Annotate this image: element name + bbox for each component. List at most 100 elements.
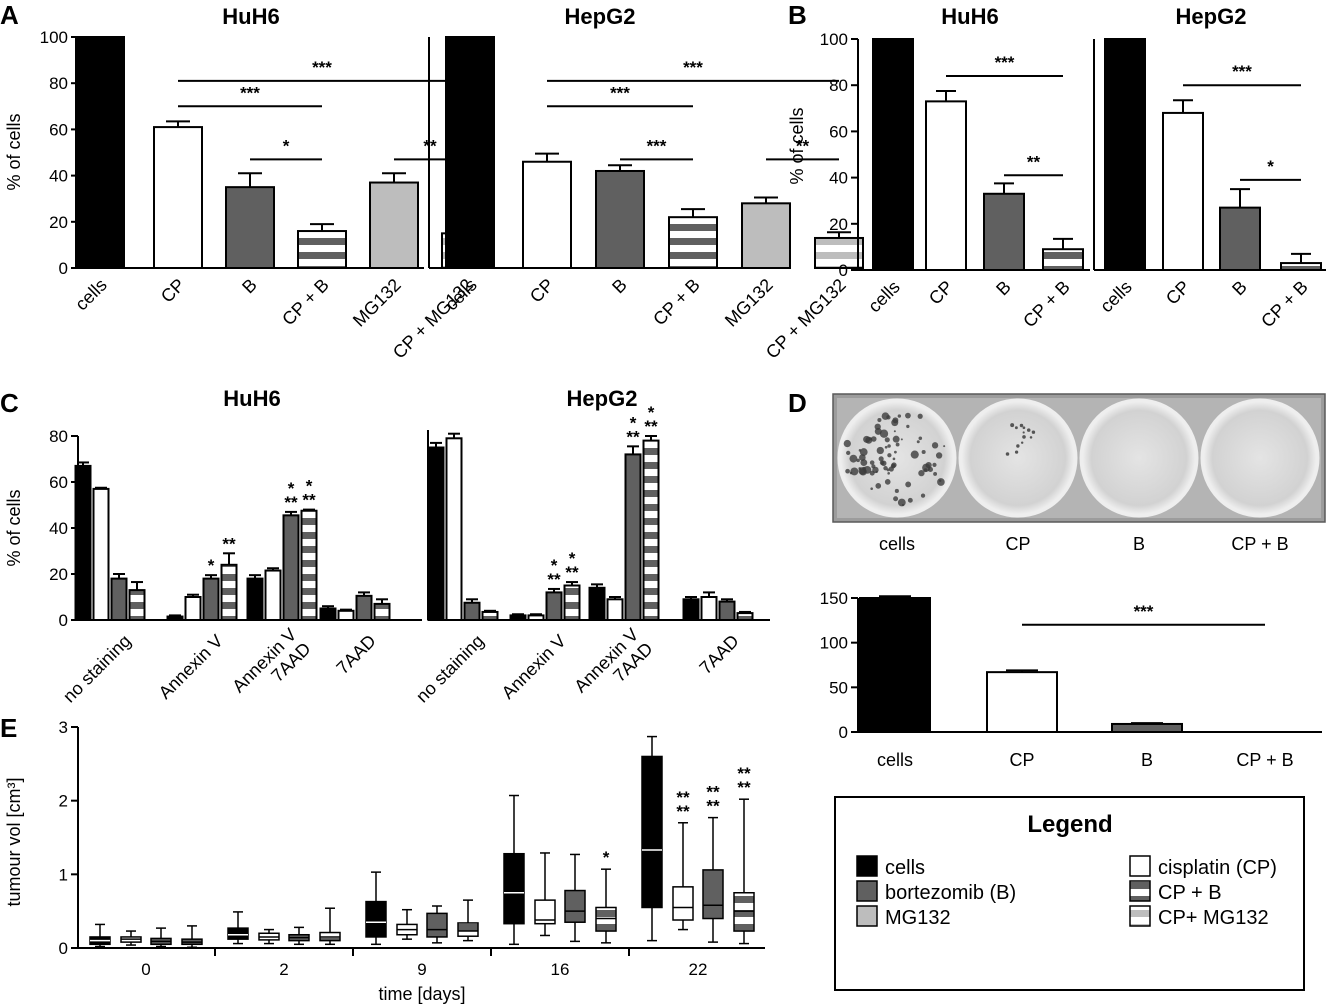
panel-e-box-4-2: [702, 816, 724, 943]
colony-dot: [906, 424, 910, 429]
panel-a-huh6-significance-0-label: ***: [312, 58, 332, 77]
panel-c-hepg2-bar-3-2: [718, 600, 736, 621]
colony-dot: [907, 497, 913, 503]
plate-label-0: cells: [879, 534, 915, 554]
colony-dot: [880, 460, 887, 467]
panel-c-huh6-bar-2-2: [282, 514, 300, 621]
panel-c-huh6-errorbar-1-1: [187, 593, 199, 597]
panel-c-huh6-bar-1-3: [220, 563, 238, 621]
panel-c-huh6-errorbar-2-0: [249, 574, 261, 579]
panel-e-star-4-1: **: [676, 802, 690, 821]
panel-a-hepg2-errorbar-2: [608, 164, 632, 171]
colony-dot: [893, 430, 896, 433]
panel-c-huh6-errorbar-0-3: [131, 581, 143, 591]
panel-c-huh6-bar-3-3: [373, 602, 391, 622]
panel-e-y-tick-label: 2: [59, 792, 68, 811]
panel-a-hepg2-errorbar-4: [754, 196, 778, 204]
colony-dot: [937, 478, 945, 486]
colony-dot: [921, 449, 926, 455]
panel-letter-c: C: [0, 388, 19, 418]
panel-c-hepg2-bar-3-0: [682, 598, 700, 621]
panel-d-bar-1: [986, 671, 1058, 733]
colony-dot: [1005, 452, 1010, 456]
colony-dot: [1016, 444, 1020, 448]
panel-c-y-tick-label: 40: [49, 519, 68, 538]
panel-b-huh6-x-label-3: CP + B: [1019, 277, 1074, 332]
colony-dot: [858, 449, 862, 452]
colony-dot: [892, 435, 900, 443]
panel-c-hepg2-x-label-0: no staining: [412, 631, 488, 707]
panel-e-box-3-3: [595, 868, 617, 944]
panel-c-huh6-errorbar-1-3: [223, 552, 235, 565]
panel-c-huh6-bar-1-2: [202, 577, 220, 621]
panel-c-huh6-errorbar-2-1: [267, 567, 279, 571]
panel-a-y-tick-label: 0: [59, 259, 68, 278]
panel-b-hepg2-bar-2: [1219, 206, 1261, 272]
panel-d-y-tick-label: 50: [829, 678, 848, 697]
legend-label-0: cells: [885, 857, 925, 879]
panel-e-box-1-0: [227, 911, 249, 945]
panel-a-hepg2-bar-3: [668, 216, 718, 269]
panel-e-box-4-3: [733, 798, 755, 945]
panel-b-hepg2-significance-1-label: *: [1267, 157, 1274, 176]
panel-b-huh6-significance-1-label: **: [1027, 152, 1041, 171]
panel-b-huh6-bar-1: [925, 100, 967, 272]
panel-c-hepg2-bar-2-0: [588, 586, 606, 621]
panel-e-box-body: [672, 886, 694, 921]
panel-c-huh6-bar-0-0: [74, 464, 92, 621]
panel-d-errorbar-2: [1131, 722, 1163, 725]
colony-dot: [943, 445, 946, 448]
panel-a-y-label: % of cells: [4, 113, 24, 190]
panel-c-huh6-errorbar-3-2: [358, 591, 370, 596]
panel-c-hepg2-bar-2-3: [642, 439, 660, 621]
panel-c-hepg2-bar-1-0: [509, 614, 527, 622]
colony-dot: [860, 459, 868, 467]
panel-d-x-label-0: cells: [877, 750, 913, 770]
colony-dot: [893, 496, 899, 502]
legend-swatch-4: [1129, 880, 1151, 902]
panel-d-bar-0: [859, 597, 931, 733]
colony-dot: [886, 415, 891, 420]
panel-a-huh6-errorbar-2: [238, 172, 262, 188]
colony-dot: [843, 439, 851, 448]
colony-dot: [935, 452, 943, 459]
colony-dot: [1010, 423, 1015, 428]
colony-dot: [897, 498, 906, 507]
legend-label-4: CP + B: [1158, 882, 1222, 904]
panel-c-y-tick-label: 60: [49, 473, 68, 492]
panel-c-hepg2-bar-3-1: [700, 596, 718, 621]
panel-e-box-3-2: [564, 853, 586, 943]
panel-e-box-2-0: [365, 871, 387, 946]
legend-label-1: bortezomib (B): [885, 882, 1016, 904]
panel-b-y-tick-label: 40: [829, 169, 848, 188]
panel-c-huh6-star-2-2: **: [284, 493, 298, 512]
panel-c-hepg2-star-2-3: **: [644, 417, 658, 436]
colony-dot: [1020, 441, 1024, 444]
panel-a-hepg2-title: HepG2: [565, 4, 636, 29]
colony-dot: [910, 450, 919, 459]
colony-dot: [850, 467, 859, 476]
panel-a-hepg2-errorbar-1: [535, 152, 559, 162]
colony-dot: [870, 487, 873, 490]
legend-label-2: MG132: [885, 907, 951, 929]
colony-dot: [927, 466, 934, 473]
panel-c-huh6-star-2-2: *: [288, 479, 295, 498]
panel-d-y-tick-label: 100: [820, 634, 848, 653]
cell-colonies: [843, 412, 1036, 507]
legend-swatch-3: [1129, 855, 1151, 877]
panel-e-box-body: [641, 755, 663, 909]
panel-c-huh6-errorbar-2-2: [285, 510, 297, 516]
colony-dot: [859, 448, 868, 456]
colony-dot: [886, 468, 890, 472]
colony-dot: [900, 438, 903, 441]
panel-c-hepg2-errorbar-2-0: [591, 583, 603, 588]
panel-e-star-4-1: **: [676, 788, 690, 807]
panel-c-hepg2-errorbar-2-1: [609, 596, 621, 600]
legend-label-5: CP+ MG132: [1158, 907, 1269, 929]
panel-a-huh6-x-label-1: CP: [157, 275, 189, 307]
colony-dot: [858, 467, 862, 470]
colony-dot: [917, 413, 923, 419]
colony-dot: [918, 469, 925, 477]
panel-a-y-tick-label: 80: [49, 74, 68, 93]
